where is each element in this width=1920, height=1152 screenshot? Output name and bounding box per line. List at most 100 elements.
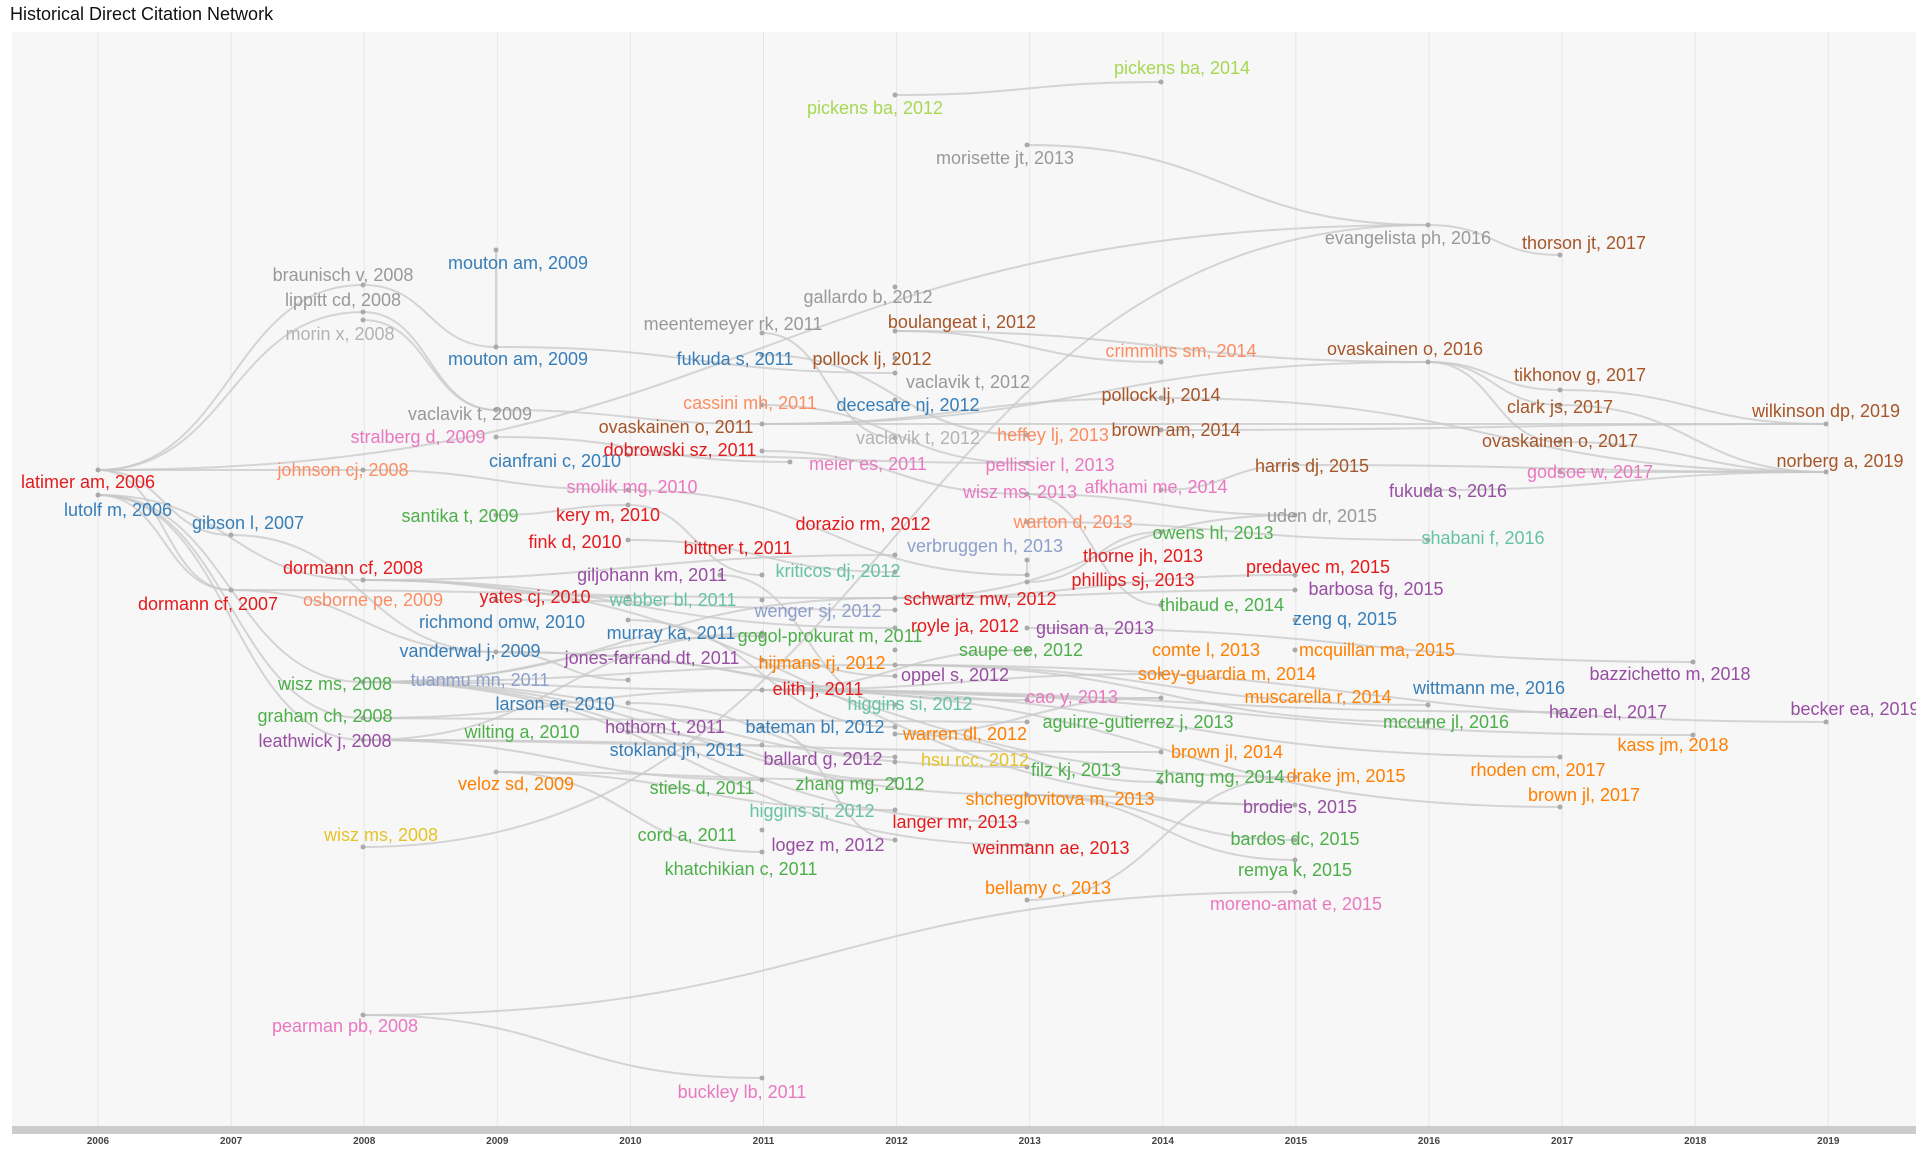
node-n10[interactable] bbox=[360, 317, 366, 323]
node-label[interactable]: wisz ms, 2013 bbox=[962, 482, 1077, 502]
node-label[interactable]: warton d, 2013 bbox=[1012, 512, 1132, 532]
node-label[interactable]: larson er, 2010 bbox=[495, 694, 614, 714]
node-n61[interactable] bbox=[1292, 572, 1298, 578]
node-n3[interactable] bbox=[1024, 142, 1030, 148]
node-label[interactable]: veloz sd, 2009 bbox=[458, 774, 574, 794]
node-n59[interactable] bbox=[717, 572, 723, 578]
node-label[interactable]: brown am, 2014 bbox=[1111, 420, 1240, 440]
node-label[interactable]: boulangeat i, 2012 bbox=[888, 312, 1036, 332]
node-n23[interactable] bbox=[892, 397, 898, 403]
node-n96[interactable] bbox=[1557, 709, 1563, 715]
node-label[interactable]: wenger sj, 2012 bbox=[753, 601, 881, 621]
node-label[interactable]: godsoe w, 2017 bbox=[1527, 462, 1653, 482]
node-n41[interactable] bbox=[95, 492, 101, 498]
node-n53[interactable] bbox=[625, 537, 631, 543]
node-n112[interactable] bbox=[759, 777, 765, 783]
node-n54[interactable] bbox=[759, 572, 765, 578]
node-n50[interactable] bbox=[1024, 519, 1030, 525]
node-n31[interactable] bbox=[1557, 439, 1563, 445]
node-n105[interactable] bbox=[1158, 749, 1164, 755]
node-n101[interactable] bbox=[625, 729, 631, 735]
node-n104[interactable] bbox=[1690, 732, 1696, 738]
node-label[interactable]: vaclavik t, 2012 bbox=[856, 428, 980, 448]
node-label[interactable]: shcheglovitova m, 2013 bbox=[965, 789, 1154, 809]
node-label[interactable]: webber bl, 2011 bbox=[609, 590, 737, 610]
node-n102[interactable] bbox=[892, 731, 898, 737]
node-label[interactable]: hijmans rj, 2012 bbox=[758, 653, 885, 673]
node-label[interactable]: crimmins sm, 2014 bbox=[1105, 341, 1256, 361]
node-label[interactable]: zhang mg, 2012 bbox=[795, 774, 924, 794]
node-label[interactable]: zhang mg, 2014 bbox=[1155, 767, 1284, 787]
node-n58[interactable] bbox=[360, 577, 366, 583]
node-label[interactable]: brodie s, 2015 bbox=[1243, 797, 1357, 817]
node-n93[interactable] bbox=[1158, 695, 1164, 701]
node-label[interactable]: langer mr, 2013 bbox=[892, 812, 1017, 832]
node-label[interactable]: kery m, 2010 bbox=[556, 505, 660, 525]
node-n110[interactable] bbox=[1557, 754, 1563, 760]
node-label[interactable]: vanderwal j, 2009 bbox=[399, 641, 540, 661]
node-label[interactable]: meier es, 2011 bbox=[809, 454, 927, 474]
node-n74[interactable] bbox=[892, 625, 898, 631]
node-n40[interactable] bbox=[1823, 469, 1829, 475]
node-n131[interactable] bbox=[759, 1075, 765, 1081]
node-label[interactable]: leathwick j, 2008 bbox=[258, 731, 391, 751]
node-label[interactable]: brown jl, 2017 bbox=[1528, 785, 1640, 805]
node-label[interactable]: santika t, 2009 bbox=[401, 506, 518, 526]
node-label[interactable]: latimer am, 2006 bbox=[21, 472, 155, 492]
node-n80[interactable] bbox=[1292, 647, 1298, 653]
node-n89[interactable] bbox=[625, 700, 631, 706]
node-label[interactable]: muscarella r, 2014 bbox=[1244, 687, 1391, 707]
node-label[interactable]: comte l, 2013 bbox=[1152, 640, 1260, 660]
node-n8[interactable] bbox=[360, 309, 366, 315]
node-n62[interactable] bbox=[1024, 579, 1030, 585]
node-label[interactable]: meentemeyer rk, 2011 bbox=[644, 314, 823, 334]
node-n51[interactable] bbox=[892, 552, 898, 558]
node-label[interactable]: giljohann km, 2011 bbox=[577, 565, 727, 585]
node-n22[interactable] bbox=[759, 402, 765, 408]
node-n83[interactable] bbox=[360, 679, 366, 685]
node-n97[interactable] bbox=[1024, 719, 1030, 725]
node-n109[interactable] bbox=[1024, 764, 1030, 770]
node-n14[interactable] bbox=[759, 352, 765, 358]
node-n116[interactable] bbox=[1024, 792, 1030, 798]
node-label[interactable]: pollock lj, 2014 bbox=[1101, 385, 1220, 405]
node-label[interactable]: fukuda s, 2011 bbox=[677, 349, 794, 369]
node-label[interactable]: predavec m, 2015 bbox=[1246, 557, 1390, 577]
node-n79[interactable] bbox=[1024, 647, 1030, 653]
node-label[interactable]: ovaskainen o, 2016 bbox=[1327, 339, 1483, 359]
node-label[interactable]: johnson cj, 2008 bbox=[276, 460, 408, 480]
node-label[interactable]: norberg a, 2019 bbox=[1776, 451, 1903, 471]
node-label[interactable]: guisan a, 2013 bbox=[1036, 618, 1154, 638]
node-n34[interactable] bbox=[625, 452, 631, 458]
node-label[interactable]: hsu rcc, 2012 bbox=[921, 750, 1029, 770]
node-label[interactable]: brown jl, 2014 bbox=[1171, 742, 1283, 762]
node-n33[interactable] bbox=[360, 467, 366, 473]
node-n111[interactable] bbox=[493, 769, 499, 775]
node-n130[interactable] bbox=[360, 1012, 366, 1018]
node-n28[interactable] bbox=[892, 435, 898, 441]
node-label[interactable]: evangelista ph, 2016 bbox=[1325, 228, 1491, 248]
node-n36[interactable] bbox=[787, 459, 793, 465]
node-n12[interactable] bbox=[892, 328, 898, 334]
node-n37[interactable] bbox=[1024, 460, 1030, 466]
node-n63[interactable] bbox=[228, 587, 234, 593]
node-label[interactable]: kass jm, 2018 bbox=[1617, 735, 1728, 755]
node-n90[interactable] bbox=[892, 702, 898, 708]
node-n128[interactable] bbox=[1024, 897, 1030, 903]
node-label[interactable]: rhoden cm, 2017 bbox=[1470, 760, 1605, 780]
node-n65[interactable] bbox=[625, 594, 631, 600]
node-n94[interactable] bbox=[360, 715, 366, 721]
node-n13[interactable] bbox=[493, 344, 499, 350]
node-label[interactable]: shabani f, 2016 bbox=[1421, 528, 1544, 548]
node-n20[interactable] bbox=[1158, 395, 1164, 401]
node-label[interactable]: wisz ms, 2008 bbox=[277, 674, 392, 694]
node-label[interactable]: ovaskainen o, 2011 bbox=[599, 417, 754, 437]
node-n24[interactable] bbox=[1557, 402, 1563, 408]
node-n64[interactable] bbox=[493, 597, 499, 603]
node-n5[interactable] bbox=[1557, 252, 1563, 258]
node-n78[interactable] bbox=[892, 647, 898, 653]
node-label[interactable]: buckley lb, 2011 bbox=[678, 1082, 807, 1102]
node-n70[interactable] bbox=[625, 617, 631, 623]
node-n75[interactable] bbox=[759, 633, 765, 639]
node-label[interactable]: vaclavik t, 2009 bbox=[408, 404, 532, 424]
